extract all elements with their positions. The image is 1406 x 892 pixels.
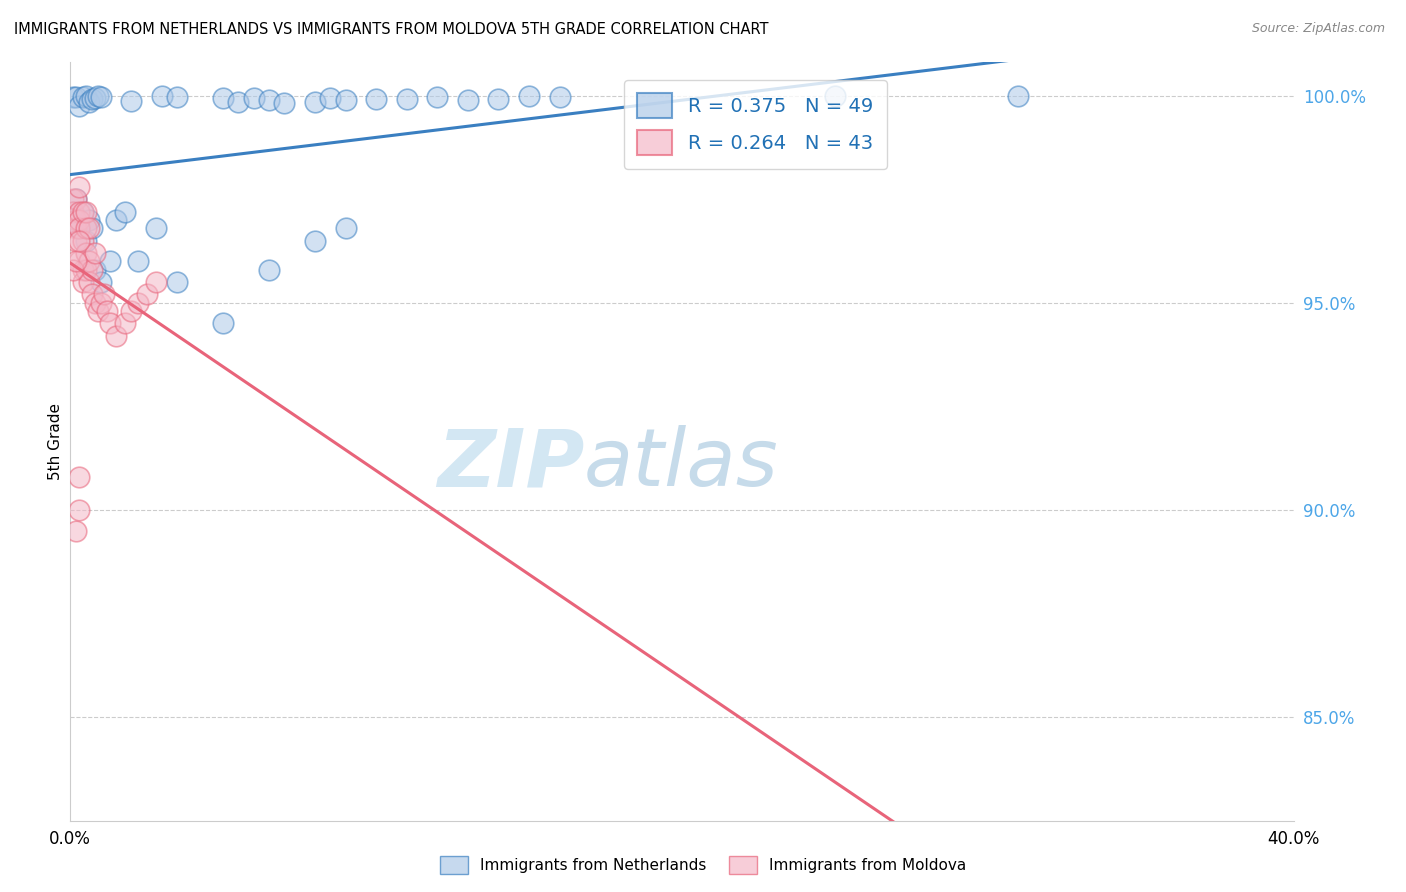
Point	[69, 213, 91, 227]
Point	[69, 179, 91, 194]
Point	[517, 88, 540, 103]
Point	[83, 262, 105, 277]
Point	[65, 234, 87, 248]
Point	[87, 89, 110, 103]
Point	[121, 304, 143, 318]
Point	[93, 287, 115, 301]
Point	[69, 221, 91, 235]
Point	[114, 317, 136, 331]
Y-axis label: 5th Grade: 5th Grade	[48, 403, 63, 480]
Point	[127, 254, 149, 268]
Point	[145, 221, 167, 235]
Point	[243, 91, 266, 105]
Legend: Immigrants from Netherlands, Immigrants from Moldova: Immigrants from Netherlands, Immigrants …	[434, 850, 972, 880]
Point	[98, 254, 121, 268]
Point	[105, 329, 128, 343]
Point	[83, 91, 105, 105]
Point	[62, 262, 84, 277]
Point	[105, 213, 128, 227]
Point	[69, 234, 91, 248]
Point	[228, 95, 250, 110]
Point	[62, 204, 84, 219]
Point	[75, 221, 97, 235]
Point	[69, 204, 91, 219]
Point	[77, 213, 100, 227]
Point	[65, 213, 87, 227]
Point	[80, 221, 103, 235]
Point	[150, 89, 173, 103]
Point	[257, 94, 280, 108]
Point	[135, 287, 157, 301]
Point	[65, 221, 87, 235]
Point	[77, 254, 100, 268]
Point	[69, 98, 91, 112]
Point	[62, 192, 84, 206]
Point	[548, 90, 571, 104]
Point	[72, 262, 94, 277]
Point	[80, 287, 103, 301]
Point	[304, 234, 326, 248]
Text: IMMIGRANTS FROM NETHERLANDS VS IMMIGRANTS FROM MOLDOVA 5TH GRADE CORRELATION CHA: IMMIGRANTS FROM NETHERLANDS VS IMMIGRANT…	[14, 22, 769, 37]
Legend: R = 0.375   N = 49, R = 0.264   N = 43: R = 0.375 N = 49, R = 0.264 N = 43	[624, 79, 887, 169]
Point	[488, 91, 510, 105]
Point	[65, 90, 87, 104]
Point	[335, 93, 357, 107]
Point	[273, 96, 295, 111]
Point	[319, 91, 342, 105]
Point	[77, 95, 100, 110]
Point	[75, 204, 97, 219]
Point	[62, 90, 84, 104]
Point	[212, 317, 235, 331]
Point	[426, 90, 449, 104]
Point	[121, 94, 143, 108]
Point	[304, 95, 326, 109]
Point	[72, 204, 94, 219]
Point	[395, 92, 418, 106]
Point	[335, 221, 357, 235]
Point	[65, 254, 87, 268]
Text: Source: ZipAtlas.com: Source: ZipAtlas.com	[1251, 22, 1385, 36]
Point	[1007, 89, 1029, 103]
Point	[166, 90, 188, 104]
Point	[90, 275, 112, 289]
Point	[457, 93, 479, 107]
Point	[824, 88, 846, 103]
Point	[69, 503, 91, 517]
Point	[96, 304, 118, 318]
Point	[77, 221, 100, 235]
Point	[366, 92, 388, 106]
Point	[98, 317, 121, 331]
Text: atlas: atlas	[583, 425, 779, 503]
Point	[80, 262, 103, 277]
Point	[62, 204, 84, 219]
Point	[72, 275, 94, 289]
Point	[75, 246, 97, 260]
Point	[69, 221, 91, 235]
Point	[75, 262, 97, 277]
Point	[77, 275, 100, 289]
Point	[72, 204, 94, 219]
Point	[65, 192, 87, 206]
Point	[69, 254, 91, 268]
Point	[83, 246, 105, 260]
Point	[90, 90, 112, 104]
Point	[83, 295, 105, 310]
Text: ZIP: ZIP	[437, 425, 583, 503]
Point	[87, 304, 110, 318]
Point	[65, 524, 87, 538]
Point	[166, 275, 188, 289]
Point	[65, 192, 87, 206]
Point	[69, 469, 91, 483]
Point	[75, 234, 97, 248]
Point	[114, 204, 136, 219]
Point	[72, 89, 94, 103]
Point	[145, 275, 167, 289]
Point	[80, 92, 103, 106]
Point	[212, 91, 235, 105]
Point	[127, 295, 149, 310]
Point	[90, 295, 112, 310]
Point	[257, 262, 280, 277]
Point	[72, 234, 94, 248]
Point	[75, 89, 97, 103]
